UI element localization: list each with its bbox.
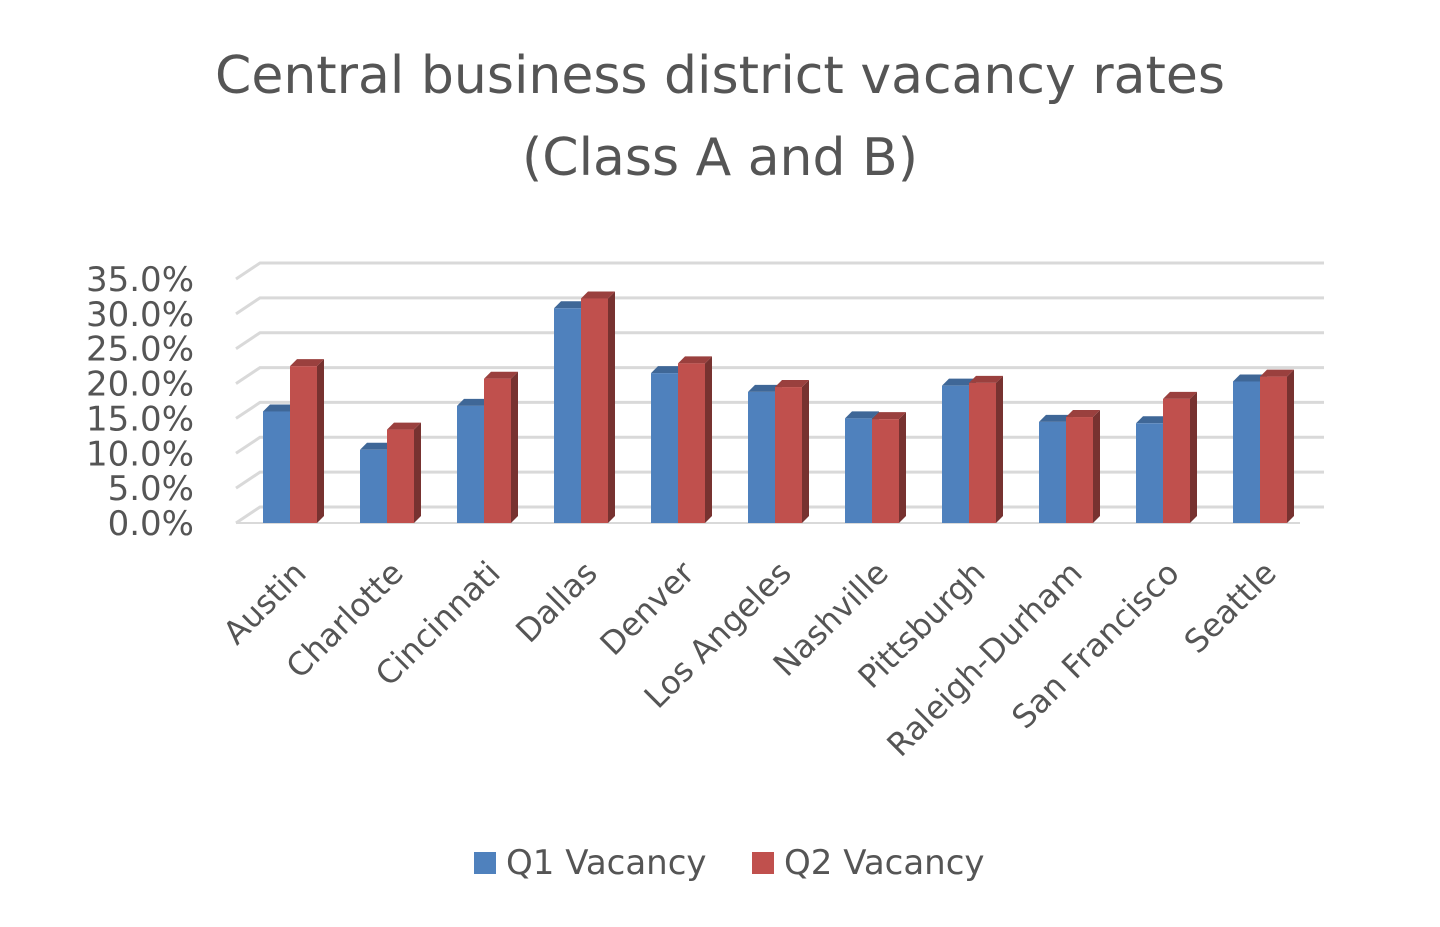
y-tick-label: 30.0%	[86, 295, 194, 335]
x-tick-label: Seattle	[1177, 554, 1284, 661]
bar-front	[678, 363, 705, 523]
bar-top	[678, 356, 712, 364]
bar-side	[1190, 391, 1197, 523]
bar-top	[581, 291, 615, 299]
y-axis-ticks: 0.0%5.0%10.0%15.0%20.0%25.0%30.0%35.0%	[86, 260, 194, 544]
bar-side	[899, 412, 906, 523]
bar-top	[1066, 410, 1100, 418]
bar-top	[290, 359, 324, 367]
chart-title: Central business district vacancy rates …	[215, 46, 1225, 188]
bar	[775, 380, 809, 523]
bar-top	[872, 412, 906, 420]
bar-front	[263, 411, 290, 523]
legend-swatch	[752, 852, 774, 874]
bar-front	[360, 449, 387, 523]
bar	[969, 375, 1003, 523]
bar-front	[1136, 423, 1163, 523]
bar-top	[942, 378, 976, 386]
bar-front	[554, 308, 581, 523]
bar-front	[387, 429, 414, 523]
bar-front	[969, 382, 996, 523]
bar-side	[414, 422, 421, 523]
bar-top	[969, 375, 1003, 383]
bar	[1163, 391, 1197, 523]
bar-front	[872, 419, 899, 523]
bar-front	[290, 366, 317, 523]
bar-front	[484, 378, 511, 523]
bar-side	[608, 291, 615, 523]
bar-side	[1093, 410, 1100, 523]
bar-top	[1136, 416, 1170, 424]
gridline	[235, 331, 1324, 350]
y-tick-label: 25.0%	[86, 330, 194, 370]
bars	[263, 291, 1294, 523]
bar-side	[1287, 369, 1294, 523]
bar-top	[360, 442, 394, 450]
bar-top	[651, 366, 685, 374]
bar-front	[775, 387, 802, 523]
bar	[1260, 369, 1294, 523]
bar-front	[1066, 417, 1093, 523]
y-tick-label: 0.0%	[108, 504, 194, 544]
bar-side	[705, 356, 712, 523]
bar-front	[748, 391, 775, 523]
y-tick-label: 15.0%	[86, 399, 194, 439]
bar-front	[581, 298, 608, 523]
bar-top	[1233, 374, 1267, 382]
y-tick-label: 10.0%	[86, 434, 194, 474]
bar-side	[996, 375, 1003, 523]
x-tick-label: Austin	[216, 554, 314, 652]
bar-top	[484, 371, 518, 379]
bar	[1066, 410, 1100, 523]
legend: Q1 Vacancy Q2 Vacancy	[474, 843, 985, 883]
bar-front	[1260, 376, 1287, 523]
bar-side	[802, 380, 809, 523]
bar	[290, 359, 324, 523]
bar-front	[1039, 421, 1066, 523]
bar	[678, 356, 712, 523]
legend-label: Q1 Vacancy	[506, 843, 707, 883]
bar-top	[263, 404, 297, 412]
bar	[581, 291, 615, 523]
x-tick-label: San Francisco	[1004, 554, 1186, 736]
bar-top	[554, 301, 588, 309]
bar	[484, 371, 518, 523]
bar-front	[1163, 398, 1190, 523]
bar	[387, 422, 421, 523]
bar-top	[387, 422, 421, 430]
gridline	[235, 366, 1324, 385]
bar-top	[845, 411, 879, 419]
y-tick-label: 5.0%	[108, 469, 194, 509]
bar	[872, 412, 906, 523]
bar-side	[511, 371, 518, 523]
gridline	[235, 296, 1324, 316]
y-tick-label: 35.0%	[86, 260, 194, 300]
chart-title-line-2: (Class A and B)	[522, 128, 918, 188]
legend-item: Q2 Vacancy	[752, 843, 985, 883]
y-tick-label: 20.0%	[86, 365, 194, 405]
bar-top	[748, 384, 782, 392]
legend-swatch	[474, 852, 496, 874]
bar-side	[317, 359, 324, 523]
bar-front	[457, 405, 484, 523]
gridline	[235, 261, 1324, 281]
bar-top	[1260, 369, 1294, 377]
bar-front	[651, 373, 678, 523]
x-tick-label: Dallas	[508, 554, 604, 650]
bar-top	[457, 398, 491, 406]
bar-front	[942, 385, 969, 523]
bar-top	[1163, 391, 1197, 399]
bar-front	[845, 418, 872, 523]
legend-item: Q1 Vacancy	[474, 843, 707, 883]
bar-front	[1233, 381, 1260, 523]
legend-label: Q2 Vacancy	[784, 843, 985, 883]
bar-top	[775, 380, 809, 388]
chart-title-line-1: Central business district vacancy rates	[215, 46, 1225, 106]
bar-top	[1039, 414, 1073, 422]
